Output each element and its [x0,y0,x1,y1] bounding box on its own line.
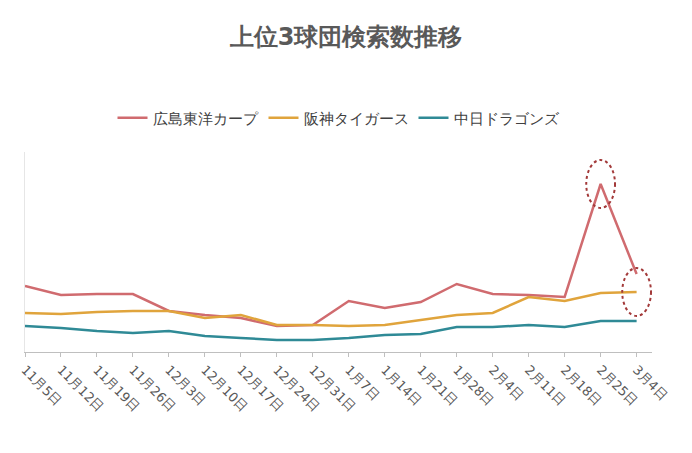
svg-text:2月11日: 2月11日 [522,362,569,409]
svg-text:12月10日: 12月10日 [198,362,250,414]
svg-text:1月21日: 1月21日 [414,362,461,409]
svg-text:11月12日: 11月12日 [54,362,106,414]
svg-text:2月4日: 2月4日 [486,362,527,403]
svg-text:1月7日: 1月7日 [342,362,383,403]
svg-text:12月17日: 12月17日 [234,362,286,414]
svg-text:11月19日: 11月19日 [90,362,142,414]
svg-text:12月24日: 12月24日 [270,362,322,414]
svg-text:上位3球団検索数推移: 上位3球団検索数推移 [229,23,463,51]
svg-text:2月25日: 2月25日 [594,362,641,409]
svg-text:1月28日: 1月28日 [450,362,497,409]
svg-text:阪神タイガース: 阪神タイガース [304,110,409,128]
svg-text:広島東洋カープ: 広島東洋カープ [153,110,259,128]
svg-text:12月3日: 12月3日 [162,362,209,409]
svg-text:3月4日: 3月4日 [630,362,671,403]
svg-text:1月14日: 1月14日 [378,362,425,409]
svg-text:11月5日: 11月5日 [18,362,65,409]
svg-text:12月31日: 12月31日 [306,362,358,414]
svg-text:11月26日: 11月26日 [126,362,178,414]
svg-text:2月18日: 2月18日 [558,362,605,409]
svg-text:中日ドラゴンズ: 中日ドラゴンズ [454,110,560,128]
